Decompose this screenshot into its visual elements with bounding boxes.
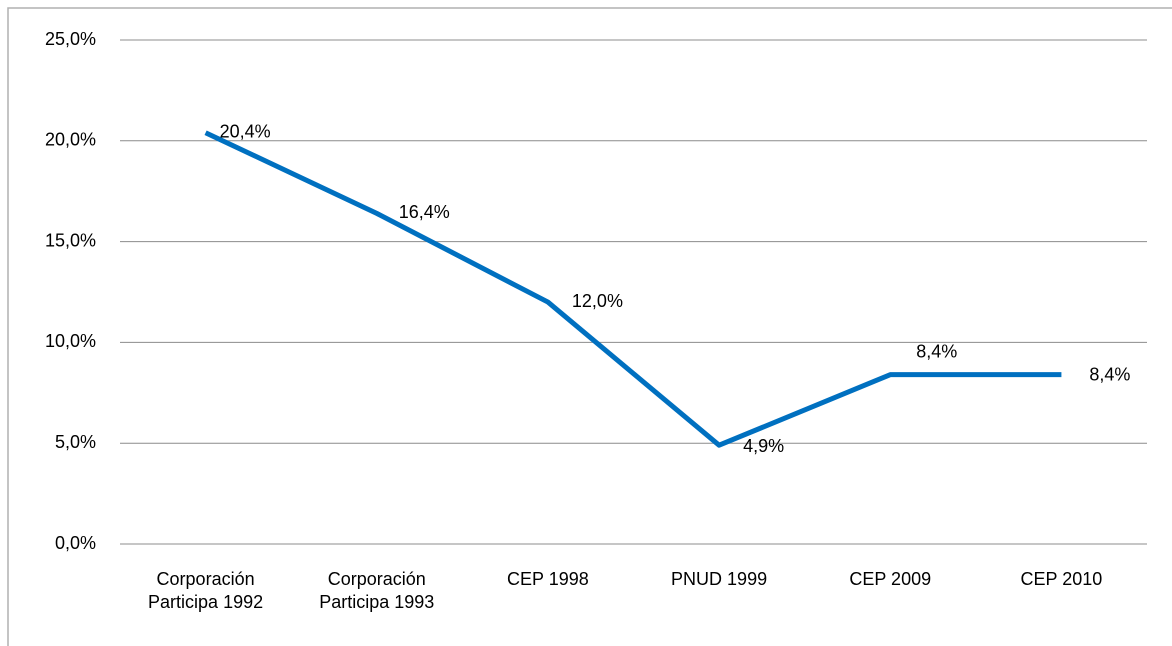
- x-tick-label: Corporación Participa 1992: [148, 569, 264, 612]
- line-series: [204, 130, 1062, 448]
- data-label: 12,0%: [572, 291, 623, 311]
- data-label: 8,4%: [1089, 364, 1130, 384]
- data-label: 20,4%: [220, 121, 271, 141]
- y-tick-label: 20,0%: [45, 130, 96, 150]
- y-tick-label: 0,0%: [55, 533, 96, 553]
- x-tick-label: PNUD 1999: [671, 569, 768, 589]
- x-tick-label: CEP 1998: [507, 569, 589, 589]
- x-tick-label: Corporación Participa 1993: [319, 569, 435, 612]
- x-tick-label: CEP 2010: [1020, 569, 1103, 589]
- data-label: 16,4%: [399, 202, 450, 222]
- chart-frame: [7, 7, 1172, 646]
- y-tick-label: 5,0%: [55, 432, 96, 452]
- y-tick-label: 25,0%: [45, 29, 96, 49]
- data-label: 4,9%: [743, 436, 784, 456]
- x-tick-label: CEP 2009: [849, 569, 932, 589]
- y-tick-label: 15,0%: [45, 230, 96, 250]
- y-tick-label: 10,0%: [45, 331, 96, 351]
- data-label: 8,4%: [916, 341, 957, 361]
